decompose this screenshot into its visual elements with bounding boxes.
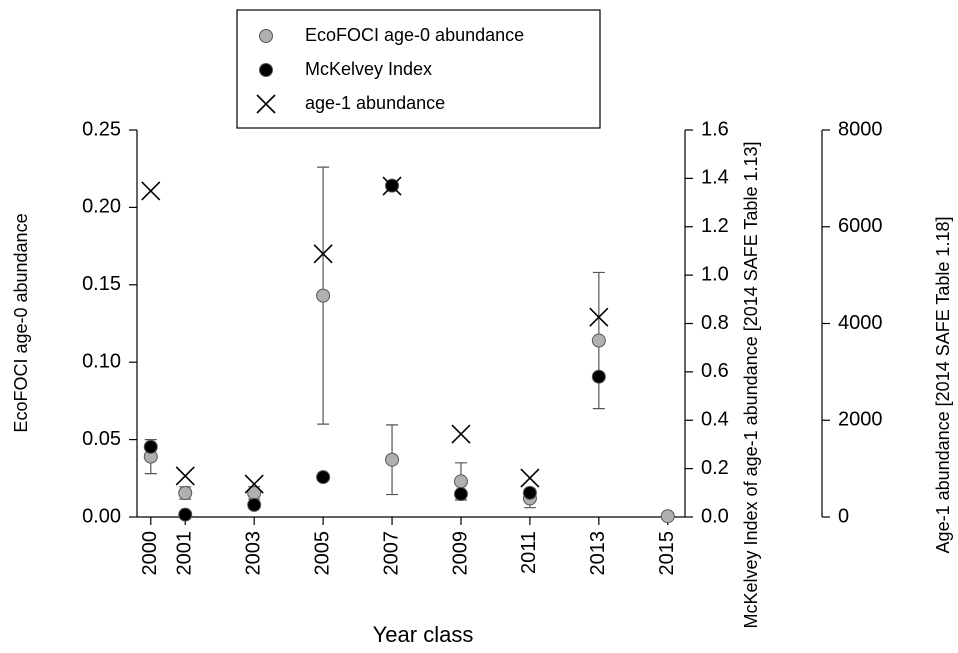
- y2-tick-label: 0.6: [701, 360, 729, 382]
- y3-tick-label: 0: [838, 505, 849, 527]
- point: [453, 474, 468, 489]
- point: [385, 452, 400, 467]
- y2-tick-label: 0.0: [701, 505, 729, 527]
- x-tick-label: 2013: [587, 531, 609, 576]
- point: [660, 509, 675, 524]
- y-axis-title: EcoFOCI age-0 abundance: [11, 213, 31, 432]
- x-axis-title: Year class: [373, 622, 474, 647]
- point: [591, 333, 606, 348]
- y2-tick-label: 1.6: [701, 118, 729, 140]
- point: [313, 244, 333, 264]
- y2-axis-title: McKelvey Index of age-1 abundance [2014 …: [741, 142, 761, 629]
- legend-box: [236, 9, 601, 129]
- y2-tick-label: 0.2: [701, 457, 729, 479]
- y-tick-label: 0.05: [82, 428, 121, 450]
- y2-tick-label: 0.4: [701, 409, 729, 431]
- point: [591, 369, 606, 384]
- point: [316, 470, 331, 485]
- y-tick-label: 0.00: [82, 505, 121, 527]
- point: [520, 468, 540, 488]
- x-tick-label: 2009: [449, 531, 471, 576]
- x-tick-label: 2000: [139, 531, 161, 576]
- x-tick-label: 2007: [380, 531, 402, 576]
- y3-axis-title: Age-1 abundance [2014 SAFE Table 1.18]: [933, 217, 953, 554]
- y-tick-label: 0.25: [82, 118, 121, 140]
- y2-tick-label: 1.2: [701, 215, 729, 237]
- x-tick-label: 2005: [311, 531, 333, 576]
- y2-tick-label: 0.8: [701, 312, 729, 334]
- y-tick-label: 0.20: [82, 196, 121, 218]
- point: [522, 485, 537, 500]
- x-tick-label: 2001: [174, 531, 196, 576]
- y-tick-label: 0.10: [82, 350, 121, 372]
- legend-marker: [259, 63, 273, 77]
- point: [382, 176, 402, 196]
- y2-tick-label: 1.0: [701, 263, 729, 285]
- point: [451, 424, 471, 444]
- y3-tick-label: 2000: [838, 409, 883, 431]
- legend-label: McKelvey Index: [305, 59, 432, 79]
- y3-tick-label: 6000: [838, 215, 883, 237]
- legend-marker: [259, 29, 273, 43]
- point: [178, 507, 193, 522]
- legend-label: age-1 abundance: [305, 93, 445, 113]
- point: [143, 439, 158, 454]
- point: [453, 487, 468, 502]
- x-tick-label: 2011: [518, 531, 540, 574]
- y3-tick-label: 4000: [838, 312, 883, 334]
- point: [244, 474, 264, 494]
- legend-label: EcoFOCI age-0 abundance: [305, 25, 524, 45]
- x-tick-label: 2015: [656, 531, 678, 576]
- legend-marker: [256, 94, 276, 114]
- point: [141, 181, 161, 201]
- point: [589, 307, 609, 327]
- y3-tick-label: 8000: [838, 118, 883, 140]
- point: [175, 466, 195, 486]
- point: [247, 497, 262, 512]
- point: [316, 288, 331, 303]
- y2-tick-label: 1.4: [701, 167, 729, 189]
- y-tick-label: 0.15: [82, 273, 121, 295]
- point: [178, 486, 193, 501]
- x-tick-label: 2003: [242, 531, 264, 576]
